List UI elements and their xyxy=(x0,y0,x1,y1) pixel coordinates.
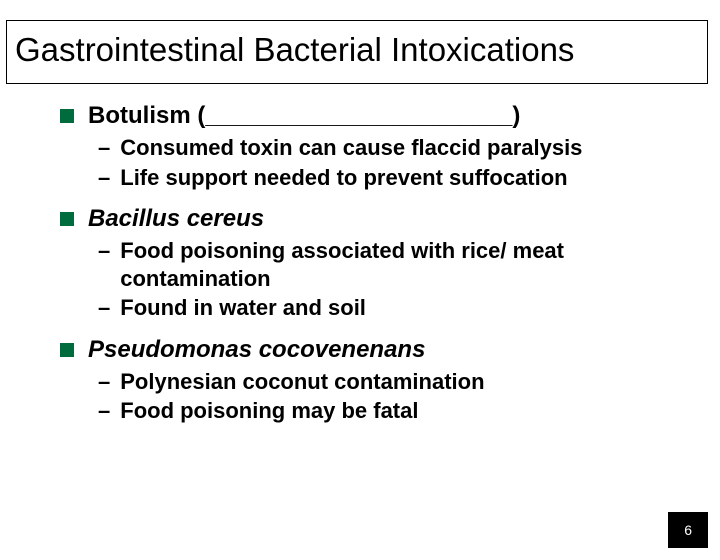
sub-item-text: Food poisoning may be fatal xyxy=(120,397,418,425)
page-title: Gastrointestinal Bacterial Intoxications xyxy=(15,31,699,69)
list-item-label: Pseudomonas cocovenenans xyxy=(88,336,425,364)
dash-icon: – xyxy=(98,134,110,162)
dash-icon: – xyxy=(98,397,110,425)
sub-list-item: –Found in water and soil xyxy=(98,294,690,322)
sub-list: –Food poisoning associated with rice/ me… xyxy=(60,237,690,322)
square-bullet-icon xyxy=(60,212,74,226)
dash-icon: – xyxy=(98,368,110,396)
content-area: Botulism (_______________________)–Consu… xyxy=(0,84,720,425)
sub-list-item: –Food poisoning may be fatal xyxy=(98,397,690,425)
sub-list: –Consumed toxin can cause flaccid paraly… xyxy=(60,134,690,191)
sub-item-text: Consumed toxin can cause flaccid paralys… xyxy=(120,134,582,162)
dash-icon: – xyxy=(98,294,110,322)
sub-list-item: –Food poisoning associated with rice/ me… xyxy=(98,237,690,292)
sub-list: –Polynesian coconut contamination–Food p… xyxy=(60,368,690,425)
list-item-label: Botulism (_______________________) xyxy=(88,102,520,130)
page-number: 6 xyxy=(668,512,708,548)
sub-item-text: Found in water and soil xyxy=(120,294,366,322)
sub-list-item: –Life support needed to prevent suffocat… xyxy=(98,164,690,192)
sub-item-text: Polynesian coconut contamination xyxy=(120,368,484,396)
dash-icon: – xyxy=(98,237,110,265)
sub-list-item: –Polynesian coconut contamination xyxy=(98,368,690,396)
list-item-label: Bacillus cereus xyxy=(88,205,264,233)
sub-item-text: Food poisoning associated with rice/ mea… xyxy=(120,237,690,292)
dash-icon: – xyxy=(98,164,110,192)
title-box: Gastrointestinal Bacterial Intoxications xyxy=(6,20,708,84)
list-item: Bacillus cereus xyxy=(60,205,690,233)
square-bullet-icon xyxy=(60,109,74,123)
sub-item-text: Life support needed to prevent suffocati… xyxy=(120,164,567,192)
sub-list-item: –Consumed toxin can cause flaccid paraly… xyxy=(98,134,690,162)
list-item: Botulism (_______________________) xyxy=(60,102,690,130)
list-item: Pseudomonas cocovenenans xyxy=(60,336,690,364)
square-bullet-icon xyxy=(60,343,74,357)
